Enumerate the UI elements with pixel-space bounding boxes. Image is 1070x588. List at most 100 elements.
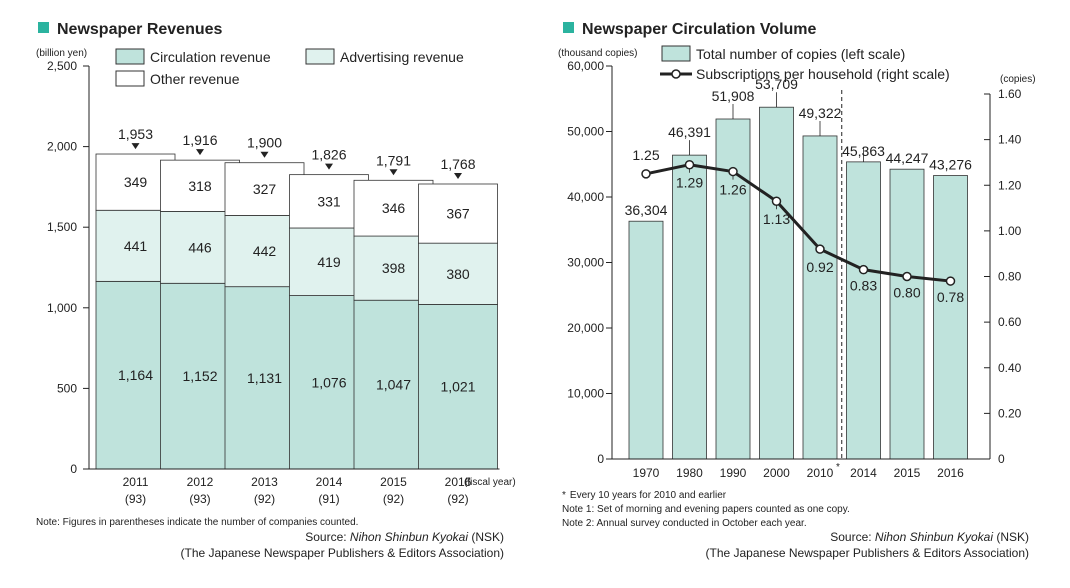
bar-segment-circulation	[418, 304, 498, 470]
legend-swatch-advertising	[305, 48, 335, 65]
total-arrow	[454, 172, 462, 179]
legend-label-other: Other revenue	[150, 71, 240, 87]
total-label: 1,826	[311, 147, 346, 163]
revenues-legend: Circulation revenue Advertising revenue …	[115, 48, 464, 87]
revenues-source-name: Nihon Shinbun Kyokai	[350, 530, 468, 544]
circulation-right-tick-label: 0	[998, 452, 1005, 466]
x-tick-asterisk: *	[836, 462, 840, 473]
value-label-advertising: 380	[446, 266, 470, 282]
revenues-company-count: (93)	[125, 492, 146, 506]
circulation-left-tick-label: 40,000	[567, 190, 604, 204]
value-label-other: 318	[188, 178, 212, 194]
circulation-y-axis-left: 0 10,000 20,000 30,000 40,000 50,000 60,000	[567, 59, 613, 466]
revenues-source-abbr: (NSK)	[468, 530, 504, 544]
value-label-circulation: 1,152	[182, 368, 217, 384]
copies-value-label: 36,304	[625, 202, 668, 218]
revenues-x-tick-label: 2015	[380, 475, 407, 489]
circulation-source-prefix: Source:	[830, 530, 875, 544]
revenues-y-tick-label: 1,500	[47, 220, 77, 234]
circulation-left-tick-label: 60,000	[567, 59, 604, 73]
bar-segment-advertising	[418, 242, 498, 305]
circulation-left-tick-label: 20,000	[567, 321, 604, 335]
subscriptions-point	[815, 244, 825, 254]
bar-segment-other	[418, 183, 498, 244]
revenues-x-tick-label: 2012	[187, 475, 214, 489]
circulation-left-tick-label: 0	[597, 452, 604, 466]
legend-label-subscriptions: Subscriptions per household (right scale…	[696, 66, 950, 82]
circulation-y-unit-right: (copies)	[1000, 74, 1036, 85]
revenues-note: Note: Figures in parentheses indicate th…	[36, 517, 358, 528]
circulation-left-tick-label: 30,000	[567, 256, 604, 270]
subscriptions-value-label: 1.26	[719, 182, 746, 198]
circulation-title: Newspaper Circulation Volume	[582, 21, 817, 38]
revenues-y-tick-label: 500	[57, 381, 77, 395]
subscriptions-value-label: 0.80	[893, 285, 920, 301]
revenues-y-tick-label: 0	[70, 462, 77, 476]
circulation-right-tick-label: 1.40	[998, 133, 1022, 147]
subscriptions-value-label: 0.83	[850, 278, 877, 294]
revenues-y-unit: (billion yen)	[36, 48, 87, 59]
copies-bar	[889, 168, 925, 460]
copies-bar	[846, 161, 881, 460]
circulation-legend: Total number of copies (left scale) Subs…	[660, 45, 950, 82]
legend-label-advertising: Advertising revenue	[340, 49, 464, 65]
revenues-fiscal-year-label: (fiscal year)	[464, 477, 516, 488]
subscriptions-value-label: 1.29	[676, 175, 703, 191]
subscriptions-point	[902, 271, 912, 282]
total-label: 1,916	[182, 132, 217, 148]
subscriptions-value-label: 0.78	[937, 289, 964, 305]
revenues-company-count: (91)	[318, 492, 339, 506]
circulation-source-abbr: (NSK)	[993, 530, 1029, 544]
total-arrow	[196, 149, 204, 156]
total-label: 1,953	[118, 126, 153, 142]
legend-swatch-total-copies	[661, 45, 691, 62]
value-label-advertising: 441	[124, 238, 148, 254]
copies-bar	[628, 220, 664, 460]
circulation-x-tick-label: 2015	[894, 466, 921, 480]
copies-value-label: 45,363	[842, 143, 885, 159]
copies-value-label: 49,322	[799, 105, 842, 121]
circulation-x-tick-label: 1970	[633, 466, 660, 480]
revenues-company-count: (92)	[447, 492, 468, 506]
subscriptions-point	[641, 169, 651, 179]
value-label-other: 367	[446, 206, 470, 222]
value-label-circulation: 1,021	[440, 379, 475, 395]
revenues-source-org: (The Japanese Newspaper Publishers & Edi…	[181, 546, 505, 560]
total-label: 1,900	[247, 135, 282, 151]
circulation-note-asterisk: * Every 10 years for 2010 and earlier	[562, 490, 727, 501]
legend-marker-subscriptions	[671, 69, 681, 79]
legend-swatch-circulation	[115, 48, 145, 65]
revenues-source-prefix: Source:	[305, 530, 350, 544]
circulation-right-tick-label: 0.80	[998, 270, 1022, 284]
copies-value-label: 46,391	[668, 124, 711, 140]
value-label-advertising: 446	[188, 239, 212, 255]
value-label-advertising: 442	[253, 243, 277, 259]
value-label-other: 331	[317, 193, 341, 209]
revenues-x-tick-label: 2016	[445, 475, 472, 489]
subscriptions-line-path	[645, 163, 951, 283]
circulation-source: Source: Nihon Shinbun Kyokai (NSK)	[830, 530, 1029, 544]
revenues-x-tick-label: 2011	[123, 475, 149, 489]
circulation-x-tick-label: 2010	[807, 466, 834, 480]
circulation-x-axis: 1970 1980 1990 2000 2010 2014 2015 2016 *	[612, 458, 990, 480]
circulation-chart: Newspaper Circulation Volume (thousand c…	[558, 21, 1036, 560]
asterisk-note-text: Every 10 years for 2010 and earlier	[570, 490, 727, 501]
value-label-circulation: 1,076	[311, 374, 346, 390]
revenues-company-count: (92)	[254, 492, 275, 506]
value-label-circulation: 1,164	[118, 367, 153, 383]
copies-value-label: 43,276	[929, 157, 972, 173]
circulation-y-unit-left: (thousand copies)	[558, 48, 638, 59]
circulation-note-1: Note 1: Set of morning and evening paper…	[562, 504, 850, 515]
legend-swatch-other	[115, 70, 145, 87]
value-label-other: 327	[253, 181, 277, 197]
circulation-right-tick-label: 0.20	[998, 406, 1022, 420]
revenues-source: Source: Nihon Shinbun Kyokai (NSK)	[305, 530, 504, 544]
legend-label-circulation: Circulation revenue	[150, 49, 271, 65]
value-label-other: 346	[382, 200, 406, 216]
copies-bar	[759, 106, 794, 460]
circulation-x-tick-label: 2016	[937, 466, 964, 480]
circulation-source-org: (The Japanese Newspaper Publishers & Edi…	[706, 546, 1030, 560]
revenues-y-tick-label: 2,500	[47, 59, 77, 73]
copies-bar	[933, 175, 968, 460]
